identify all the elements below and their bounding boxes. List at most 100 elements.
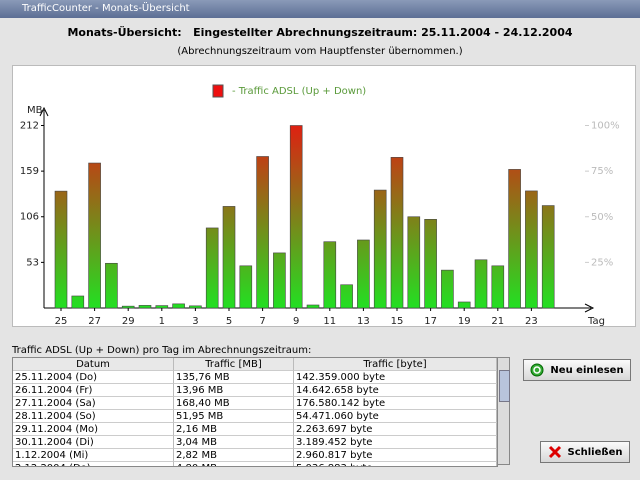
- table-cell: 54.471.060 byte: [294, 410, 497, 423]
- x-tick-label: 19: [458, 316, 471, 327]
- bar: [256, 156, 269, 309]
- reload-icon: [530, 363, 544, 377]
- bar: [121, 305, 135, 309]
- bar: [508, 169, 521, 309]
- column-header: Traffic [MB]: [174, 358, 294, 371]
- table-cell: 2.263.697 byte: [294, 423, 497, 436]
- bar: [491, 265, 505, 309]
- scrollbar[interactable]: [497, 357, 510, 465]
- legend-label: - Traffic ADSL (Up + Down): [232, 86, 366, 97]
- header-subtitle: (Abrechnungszeitraum vom Hauptfenster üb…: [177, 46, 463, 57]
- table-caption: Traffic ADSL (Up + Down) pro Tag im Abre…: [12, 345, 312, 356]
- table-cell: 29.11.2004 (Mo): [13, 423, 174, 436]
- bar: [273, 252, 286, 309]
- legend-swatch: [212, 84, 224, 98]
- x-tick-label: 11: [323, 316, 336, 327]
- y2-tick-label: 100%: [591, 121, 620, 132]
- table-cell: 13,96 MB: [174, 384, 294, 397]
- column-header: Datum: [13, 358, 174, 371]
- bar: [289, 125, 303, 309]
- axis-arrows: [39, 106, 595, 313]
- table-cell: 51,95 MB: [174, 410, 294, 423]
- x-tick-label: 3: [192, 316, 198, 327]
- x-tick-label: 23: [525, 316, 538, 327]
- bar: [424, 219, 437, 309]
- x-tick-label: 5: [226, 316, 232, 327]
- y-tick-label: 212: [20, 120, 39, 131]
- bar: [105, 262, 118, 309]
- reload-label: Neu einlesen: [550, 364, 624, 376]
- bar: [189, 305, 202, 309]
- close-button[interactable]: Schließen: [540, 441, 630, 463]
- table-cell: 3,04 MB: [174, 436, 294, 449]
- bar: [541, 205, 555, 309]
- bar: [474, 259, 488, 309]
- bar: [71, 295, 85, 309]
- x-tick-label: 13: [357, 316, 370, 327]
- y-tick-label: 159: [20, 166, 39, 177]
- close-label: Schließen: [567, 446, 623, 458]
- table-cell: 25.11.2004 (Do): [13, 371, 174, 384]
- table-cell: 26.11.2004 (Fr): [13, 384, 174, 397]
- table-cell: 5.036.883 byte: [294, 462, 497, 466]
- bar: [525, 190, 538, 309]
- x-axis-label: Tag: [587, 316, 605, 327]
- table-cell: 168,40 MB: [174, 397, 294, 410]
- bar: [222, 206, 236, 309]
- table-cell: 28.11.2004 (So): [13, 410, 174, 423]
- table-cell: 135,76 MB: [174, 371, 294, 384]
- bar: [407, 216, 421, 309]
- table-cell: 4,80 MB: [174, 462, 294, 466]
- bar: [306, 304, 320, 309]
- bar: [205, 227, 219, 309]
- table-cell: 3.189.452 byte: [294, 436, 497, 449]
- scroll-thumb[interactable]: [499, 370, 510, 402]
- x-tick-label: 15: [391, 316, 404, 327]
- x-tick-label: 7: [259, 316, 265, 327]
- table: Datum Traffic [MB] Traffic [byte] 25.11.200…: [12, 357, 498, 467]
- x-tick-label: 1: [159, 316, 165, 327]
- y-axis-label: MB: [27, 105, 43, 116]
- close-icon: [548, 445, 561, 459]
- y2-tick-label: 25%: [591, 257, 613, 268]
- x-tick-label: 27: [88, 316, 101, 327]
- bar: [340, 284, 353, 309]
- header-title: Monats-Übersicht: Eingestellter Abrechnu…: [67, 26, 573, 39]
- x-tick-label: 25: [55, 316, 68, 327]
- table-cell: 27.11.2004 (Sa): [13, 397, 174, 410]
- table-cell: 14.642.658 byte: [294, 384, 497, 397]
- reload-button[interactable]: Neu einlesen: [523, 359, 631, 381]
- bar: [155, 305, 169, 309]
- table-cell: 2.12.2004 (Do): [13, 462, 174, 466]
- bar: [390, 157, 404, 309]
- x-tick-label: 29: [122, 316, 135, 327]
- bar: [357, 239, 370, 309]
- bar: [54, 190, 68, 309]
- column-header: Traffic [byte]: [294, 358, 497, 371]
- bar: [239, 265, 253, 309]
- y2-tick-label: 75%: [591, 166, 613, 177]
- bar: [172, 303, 185, 309]
- table-cell: 2,82 MB: [174, 449, 294, 462]
- table-cell: 142.359.000 byte: [294, 371, 497, 384]
- bar: [138, 305, 152, 309]
- x-tick-label: 17: [424, 316, 437, 327]
- bar: [323, 241, 337, 309]
- y2-tick-label: 50%: [591, 212, 613, 223]
- table-cell: 1.12.2004 (Mi): [13, 449, 174, 462]
- table-cell: 176.580.142 byte: [294, 397, 497, 410]
- x-tick-label: 21: [491, 316, 504, 327]
- chart-panel: MB Tag - Traffic ADSL (Up + Down) 53 106 1…: [12, 65, 636, 327]
- bar: [441, 269, 454, 309]
- chart: MB Tag - Traffic ADSL (Up + Down) 531061…: [20, 84, 620, 327]
- bar: [373, 189, 387, 309]
- y-tick-label: 106: [20, 212, 39, 223]
- table-cell: 2,16 MB: [174, 423, 294, 436]
- table-cell: 30.11.2004 (Di): [13, 436, 174, 449]
- bar: [88, 162, 101, 309]
- bar: [457, 301, 471, 309]
- table-cell: 2.960.817 byte: [294, 449, 497, 462]
- x-tick-label: 9: [293, 316, 299, 327]
- y-tick-label: 53: [26, 257, 39, 268]
